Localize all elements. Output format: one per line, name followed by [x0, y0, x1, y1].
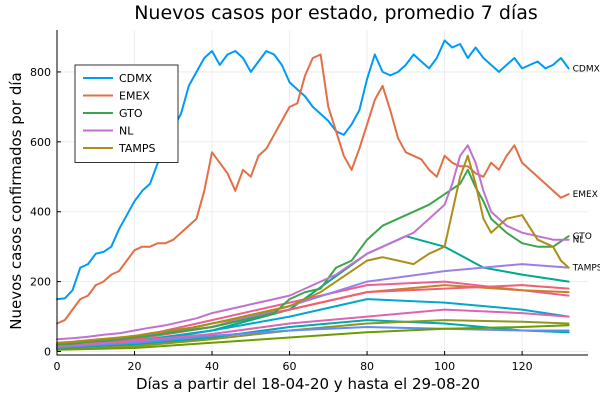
- series-end-label: NL: [573, 236, 585, 246]
- series-line-emex: [56, 53, 570, 325]
- series-line-gto: [56, 168, 570, 346]
- x-tick-label: 120: [512, 360, 533, 373]
- y-tick-label: 0: [44, 346, 51, 359]
- y-tick-label: 800: [30, 66, 51, 79]
- series-end-label: CDMX: [573, 64, 600, 74]
- series-line-nl: [56, 144, 570, 341]
- y-axis-label: Nuevos casos confirmados por día: [7, 72, 25, 330]
- legend-entry: GTO: [119, 107, 143, 120]
- series-line-cdmx: [56, 39, 570, 301]
- series-line: [56, 324, 570, 351]
- y-tick-label: 200: [30, 276, 51, 289]
- legend-entry: TAMPS: [118, 142, 156, 155]
- series-end-label: EMEX: [573, 190, 598, 200]
- legend-entry: EMEX: [119, 90, 150, 103]
- chart-title: Nuevos casos por estado, promedio 7 días: [134, 2, 538, 24]
- series-line: [56, 284, 570, 347]
- legend-entry: NL: [119, 125, 134, 138]
- y-tick-label: 400: [30, 206, 51, 219]
- y-tick-label: 600: [30, 136, 51, 149]
- series-end-label: TAMPS: [572, 264, 600, 274]
- x-tick-label: 40: [205, 360, 219, 373]
- series-lines: [56, 39, 570, 351]
- series-end-label: GTO: [573, 232, 592, 242]
- legend: CDMX EMEX GTO NL TAMPS: [74, 64, 179, 163]
- x-tick-label: 100: [434, 360, 455, 373]
- x-tick-label: 60: [283, 360, 297, 373]
- series-line-tamps: [56, 154, 570, 344]
- x-tick-label: 0: [54, 360, 61, 373]
- x-tick-label: 20: [128, 360, 142, 373]
- series-line: [56, 319, 570, 351]
- tick-labels: 0 20 40 60 80 100 120 0 200 400 600 800: [30, 66, 533, 373]
- x-axis-label: Días a partir del 18-04-20 y hasta el 29…: [136, 375, 480, 393]
- series-line: [56, 235, 570, 350]
- series-line: [56, 308, 570, 348]
- legend-entry: CDMX: [119, 72, 153, 85]
- series-line: [56, 326, 570, 349]
- x-tick-label: 80: [360, 360, 374, 373]
